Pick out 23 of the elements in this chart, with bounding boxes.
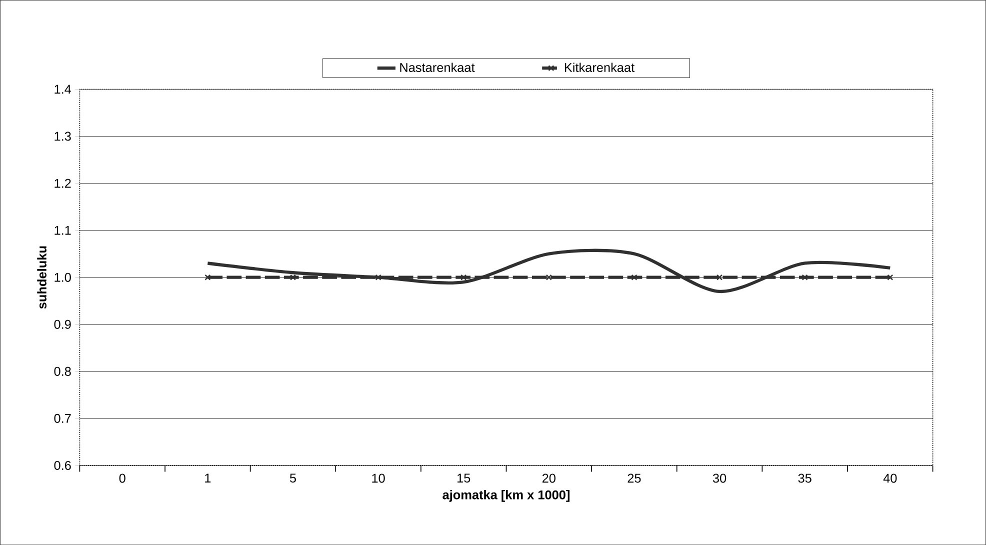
y-tick-label: 0.8 [54,366,71,376]
y-tick-label: 1.0 [54,272,71,282]
y-axis-title: suhdeluku [37,246,46,309]
legend-label: Kitkarenkaat [564,62,634,72]
legend-label: Nastarenkaat [400,62,475,72]
x-tick-label: 10 [372,474,385,483]
y-tick-label: 0.6 [54,460,71,470]
x-tick-label: 20 [542,474,556,483]
x-tick-label: 35 [798,474,812,483]
y-tick-label: 1.1 [54,226,71,235]
x-tick-label: 30 [712,474,726,483]
x-tick-label: 1 [205,474,211,482]
y-tick-label: 1.4 [54,84,72,94]
x-tick-label: 15 [457,474,470,483]
x-tick-label: 40 [883,474,897,483]
x-tick-label: 0 [119,474,126,483]
y-tick-label: 1.3 [54,132,71,141]
y-tick-label: 1.2 [54,178,71,188]
y-tick-label: 0.7 [54,414,71,423]
y-tick-label: 0.9 [54,320,71,329]
x-axis-title: ajomatka [km x 1000] [442,490,570,502]
x-tick-label: 5 [290,474,296,483]
x-tick-label: 25 [628,474,641,483]
